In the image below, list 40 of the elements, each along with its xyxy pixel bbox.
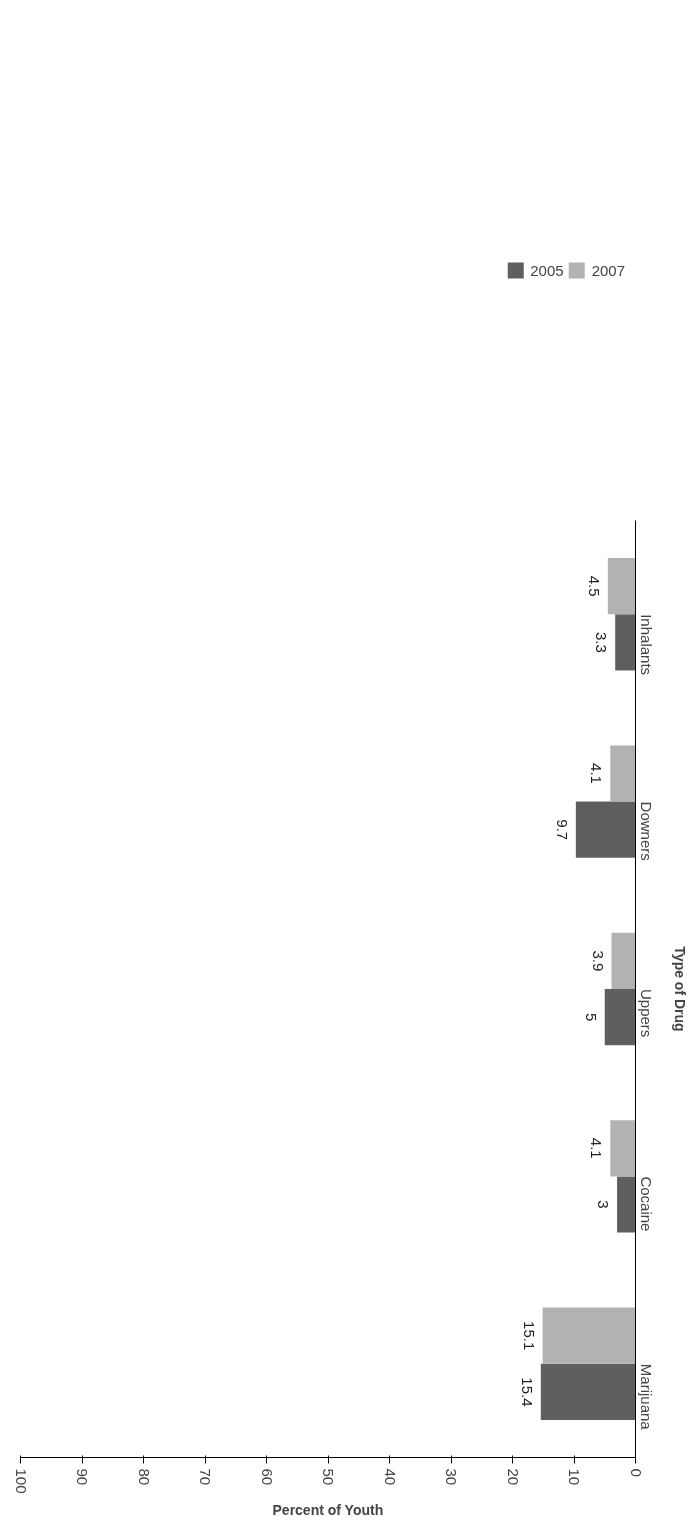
x-tick-label: 80 <box>135 1468 153 1486</box>
x-tick-label: 40 <box>381 1468 399 1486</box>
data-label: 3.9 <box>589 950 607 972</box>
x-tick-label: 100 <box>12 1468 30 1494</box>
x-tick-label: 30 <box>443 1468 460 1486</box>
legend-label: 2007 <box>591 261 625 279</box>
data-label: 4.5 <box>585 575 603 597</box>
bar <box>540 1363 636 1421</box>
bar <box>615 614 636 671</box>
x-tick-label: 70 <box>197 1468 214 1486</box>
bar <box>610 1120 636 1177</box>
data-label: 9.7 <box>553 819 571 841</box>
bar <box>604 989 636 1046</box>
x-tick-label: 20 <box>504 1468 522 1486</box>
x-tick-label: 10 <box>566 1468 583 1486</box>
x-axis-title: Percent of Youth <box>272 1501 384 1518</box>
y-tick-label: Marijuana <box>638 1363 655 1431</box>
x-tick-label: 50 <box>320 1468 337 1486</box>
data-label: 4.1 <box>588 763 606 784</box>
legend-label: 2005 <box>530 261 564 279</box>
y-tick-label: Inhalants <box>638 614 655 676</box>
data-label: 3.3 <box>593 631 611 653</box>
data-label: 5 <box>582 1012 600 1022</box>
bar <box>611 932 636 989</box>
bar <box>617 1176 636 1233</box>
data-label: 4.1 <box>588 1137 606 1159</box>
y-tick-label: Uppers <box>638 989 655 1038</box>
x-tick-label: 0 <box>627 1468 645 1477</box>
bar <box>610 745 636 802</box>
data-label: 15.4 <box>518 1377 536 1407</box>
y-tick-label: Downers <box>638 801 655 861</box>
x-tick-label: 90 <box>74 1468 91 1486</box>
bar <box>607 557 636 615</box>
y-axis-title: Type of Drug <box>671 946 688 1032</box>
bar <box>575 801 636 858</box>
bar <box>542 1307 636 1364</box>
y-tick-label: Cocaine <box>638 1176 655 1232</box>
data-label: 3 <box>595 1200 613 1209</box>
x-tick-label: 60 <box>258 1468 276 1486</box>
data-label: 15.1 <box>520 1321 538 1351</box>
